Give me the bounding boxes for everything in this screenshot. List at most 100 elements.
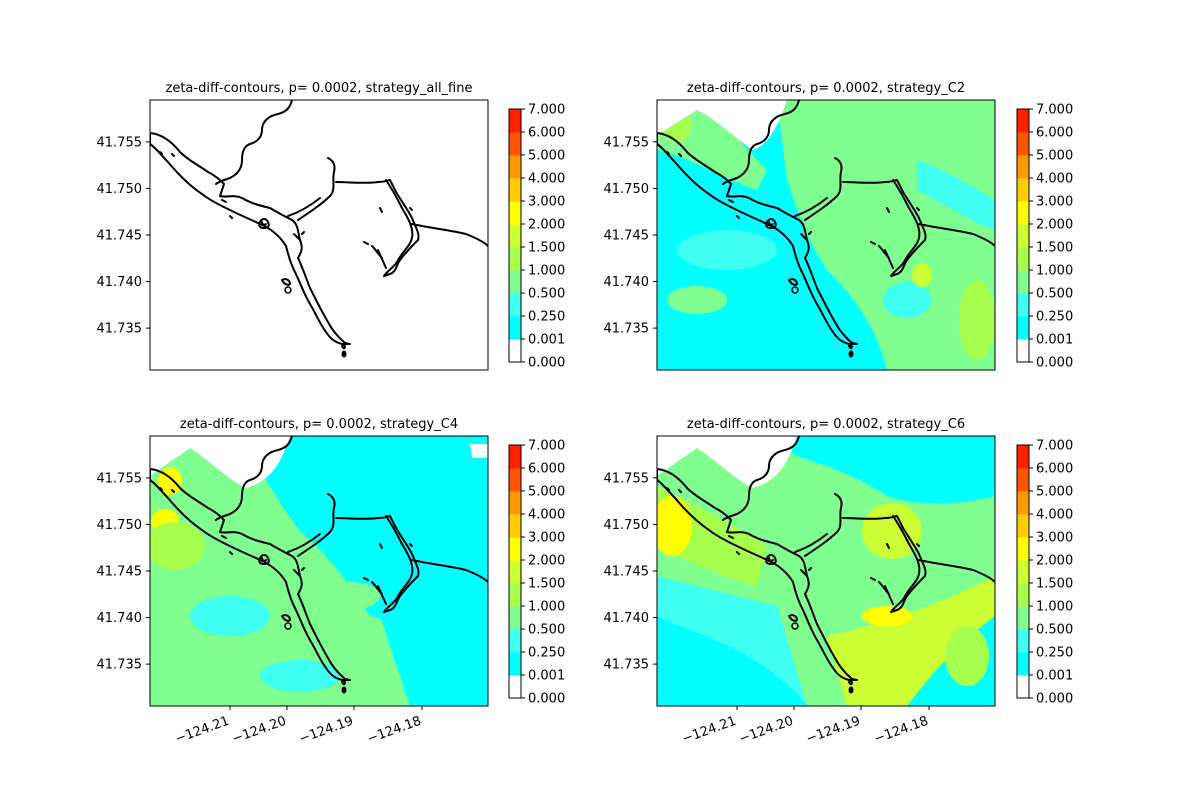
colorbar-tick-label: 5.000 (528, 485, 565, 500)
colorbar-segment (1017, 293, 1029, 317)
x-tick-label: −124.18 (365, 714, 423, 747)
colorbar-segment (1017, 224, 1029, 248)
colorbar-segment (509, 247, 521, 271)
contour-field (657, 100, 995, 370)
y-tick-label: 41.735 (604, 658, 650, 673)
colorbar-tick-label: 0.000 (1036, 356, 1073, 371)
colorbar-segment (1017, 468, 1029, 492)
subplot-3: zeta-diff-contours, p= 0.0002, strategy_… (97, 417, 566, 747)
colorbar-segment (509, 270, 521, 294)
colorbar-segment (509, 201, 521, 225)
colorbar-tick-label: 0.001 (528, 333, 565, 348)
y-tick-label: 41.745 (604, 229, 650, 244)
contour-region (862, 503, 922, 559)
contour-region (657, 100, 787, 150)
contour-field (657, 436, 995, 706)
colorbar-tick-label: 3.000 (1036, 531, 1073, 546)
colorbar-tick-label: 1.500 (528, 577, 565, 592)
contour-region (470, 444, 488, 458)
colorbar-tick-label: 3.000 (1036, 195, 1073, 210)
colorbar-tick-label: 0.500 (1036, 287, 1073, 302)
coastline (150, 436, 488, 694)
y-tick-label: 41.740 (604, 611, 650, 626)
colorbar-segment (509, 652, 521, 676)
contour-region (260, 660, 340, 692)
subplot-title: zeta-diff-contours, p= 0.0002, strategy_… (180, 417, 458, 432)
colorbar-segment (1017, 537, 1029, 561)
plot-background (150, 100, 488, 370)
colorbar-segment (509, 537, 521, 561)
contour-region (190, 596, 270, 636)
contour-region (667, 286, 727, 314)
colorbar-tick-label: 0.500 (1036, 623, 1073, 638)
colorbar-frame (508, 108, 522, 363)
coastline (657, 436, 995, 694)
colorbar-tick-label: 5.000 (1036, 485, 1073, 500)
colorbar-segment (1017, 514, 1029, 538)
colorbar-segment (1017, 606, 1029, 630)
colorbar-segment (1017, 201, 1029, 225)
island-dot (341, 686, 347, 694)
y-tick-label: 41.745 (97, 229, 143, 244)
colorbar-tick-label: 4.000 (528, 508, 565, 523)
colorbar-tick-label: 7.000 (528, 439, 565, 454)
colorbar-segment (1017, 560, 1029, 584)
colorbar-tick-label: 0.250 (528, 310, 565, 325)
colorbar-tick-label: 0.250 (528, 646, 565, 661)
colorbar-tick-label: 4.000 (528, 172, 565, 187)
y-tick-label: 41.745 (604, 565, 650, 580)
colorbar-tick-label: 1.500 (528, 241, 565, 256)
colorbar-segment (1017, 270, 1029, 294)
colorbar-tick-label: 2.000 (528, 554, 565, 569)
contour-region (777, 100, 995, 370)
colorbar-segment (509, 629, 521, 653)
y-tick-label: 41.750 (97, 182, 143, 197)
colorbar-segment (1017, 155, 1029, 179)
island-dot (848, 350, 854, 358)
x-tick-label: −124.21 (680, 714, 738, 747)
colorbar-tick-label: 0.001 (1036, 669, 1073, 684)
colorbar-segment (509, 583, 521, 607)
colorbar: 0.000 0.001 0.250 0.500 1.000 1.500 2.000 3.000… (508, 103, 565, 371)
y-tick-label: 41.735 (604, 322, 650, 337)
y-tick-label: 41.750 (604, 518, 650, 533)
colorbar-tick-label: 0.001 (528, 669, 565, 684)
contour-region (150, 522, 205, 570)
y-tick-label: 41.745 (97, 565, 143, 580)
colorbar-segment (509, 132, 521, 156)
colorbar-tick-label: 1.000 (528, 264, 565, 279)
contour-region (380, 616, 488, 706)
colorbar-segment (509, 109, 521, 133)
colorbar-segment (509, 293, 521, 317)
colorbar-segment (1017, 178, 1029, 202)
y-tick-label: 41.755 (604, 135, 650, 150)
contour-region (677, 230, 777, 270)
colorbar-segment (1017, 316, 1029, 340)
subplot-1: zeta-diff-contours, p= 0.0002, strategy_… (97, 81, 565, 371)
colorbar-segment (1017, 339, 1029, 363)
contour-region (917, 160, 995, 230)
subplot-title: zeta-diff-contours, p= 0.0002, strategy_… (166, 81, 473, 96)
x-tick-label: −124.21 (173, 714, 231, 747)
colorbar-segment (1017, 132, 1029, 156)
colorbar-tick-label: 0.000 (528, 356, 565, 371)
colorbar-tick-label: 1.500 (1036, 241, 1073, 256)
colorbar-tick-label: 3.000 (528, 195, 565, 210)
island-dot (848, 686, 854, 694)
colorbar-segment (509, 155, 521, 179)
contour-region (767, 436, 995, 504)
island-dot (341, 350, 347, 358)
colorbar-frame (1016, 108, 1030, 363)
subplot-title: zeta-diff-contours, p= 0.0002, strategy_… (687, 417, 965, 432)
colorbar-segment (1017, 109, 1029, 133)
subplot-2: zeta-diff-contours, p= 0.0002, strategy_… (604, 81, 1073, 371)
contour-region (862, 606, 912, 626)
colorbar-segment (1017, 652, 1029, 676)
colorbar-tick-label: 0.000 (528, 692, 565, 707)
colorbar-segment (509, 491, 521, 515)
contour-region (912, 263, 932, 287)
colorbar-tick-label: 6.000 (528, 462, 565, 477)
colorbar-tick-label: 0.250 (1036, 646, 1073, 661)
colorbar-tick-label: 3.000 (528, 531, 565, 546)
island-ring (284, 622, 292, 630)
